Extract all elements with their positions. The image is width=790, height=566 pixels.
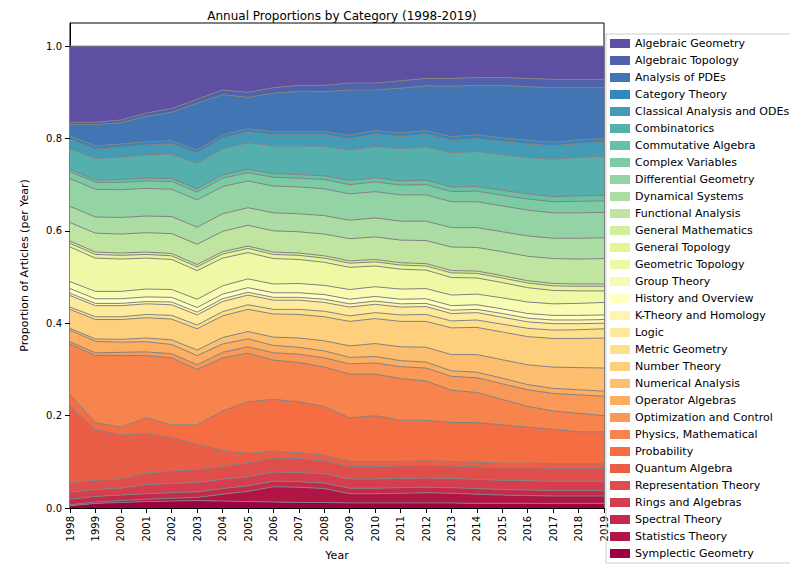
svg-text:Geometric Topology: Geometric Topology (635, 258, 745, 271)
svg-text:2006: 2006 (268, 516, 279, 541)
svg-text:Algebraic Geometry: Algebraic Geometry (635, 37, 746, 50)
svg-text:General Mathematics: General Mathematics (635, 224, 753, 237)
svg-text:2017: 2017 (548, 516, 559, 541)
svg-text:Spectral Theory: Spectral Theory (635, 513, 723, 526)
svg-text:Number Theory: Number Theory (635, 360, 721, 373)
svg-text:Analysis of PDEs: Analysis of PDEs (635, 71, 726, 84)
svg-text:Symplectic Geometry: Symplectic Geometry (635, 547, 754, 560)
svg-text:Differential Geometry: Differential Geometry (635, 173, 755, 186)
svg-text:0.4: 0.4 (46, 318, 62, 329)
svg-text:0.6: 0.6 (46, 225, 62, 236)
svg-text:Year: Year (324, 549, 349, 562)
svg-text:0.0: 0.0 (46, 503, 62, 514)
svg-text:Probability: Probability (635, 445, 694, 458)
svg-text:2018: 2018 (573, 516, 584, 541)
svg-text:2007: 2007 (293, 516, 304, 541)
svg-text:Functional Analysis: Functional Analysis (635, 207, 741, 220)
svg-text:2011: 2011 (395, 516, 406, 541)
svg-text:Statistics Theory: Statistics Theory (635, 530, 727, 543)
svg-text:Numerical Analysis: Numerical Analysis (635, 377, 740, 390)
svg-text:Category Theory: Category Theory (635, 88, 727, 101)
svg-text:Dynamical Systems: Dynamical Systems (635, 190, 744, 203)
svg-text:0.8: 0.8 (46, 133, 62, 144)
svg-text:2000: 2000 (115, 516, 126, 541)
svg-text:2002: 2002 (166, 516, 177, 541)
svg-text:History and Overview: History and Overview (635, 292, 754, 305)
svg-text:Metric Geometry: Metric Geometry (635, 343, 728, 356)
svg-text:2019: 2019 (598, 516, 610, 542)
svg-text:Commutative Algebra: Commutative Algebra (635, 139, 756, 152)
svg-text:2004: 2004 (217, 516, 228, 541)
svg-text:K-Theory and Homology: K-Theory and Homology (635, 309, 766, 322)
svg-text:2015: 2015 (497, 516, 508, 541)
svg-text:Operator Algebras: Operator Algebras (635, 394, 736, 407)
svg-text:General Topology: General Topology (635, 241, 731, 254)
svg-text:Combinatorics: Combinatorics (635, 122, 715, 135)
svg-text:Group Theory: Group Theory (635, 275, 711, 288)
svg-text:Physics, Mathematical: Physics, Mathematical (635, 428, 758, 441)
svg-text:Representation Theory: Representation Theory (635, 479, 761, 492)
svg-text:2014: 2014 (471, 516, 482, 541)
svg-text:1.0: 1.0 (46, 41, 62, 52)
svg-text:2001: 2001 (141, 516, 152, 541)
svg-text:2008: 2008 (319, 516, 330, 541)
svg-text:1998: 1998 (65, 516, 76, 541)
svg-text:Logic: Logic (635, 326, 664, 339)
svg-text:2012: 2012 (421, 516, 432, 541)
svg-text:Quantum Algebra: Quantum Algebra (635, 462, 732, 475)
svg-text:Classical Analysis and ODEs: Classical Analysis and ODEs (635, 105, 789, 118)
svg-text:Complex Variables: Complex Variables (635, 156, 737, 169)
svg-text:2005: 2005 (243, 516, 254, 541)
svg-text:Rings and Algebras: Rings and Algebras (635, 496, 742, 509)
svg-text:0.2: 0.2 (46, 410, 62, 421)
svg-text:Proportion of Articles (per Ye: Proportion of Articles (per Year) (18, 179, 31, 352)
svg-text:Optimization and Control: Optimization and Control (635, 411, 773, 424)
svg-text:Algebraic Topology: Algebraic Topology (635, 54, 739, 67)
svg-text:Annual Proportions by Category: Annual Proportions by Category (1998-201… (207, 9, 476, 23)
svg-text:2003: 2003 (192, 516, 203, 541)
svg-text:2013: 2013 (446, 516, 457, 541)
svg-text:1999: 1999 (90, 516, 101, 541)
svg-text:2016: 2016 (522, 516, 533, 541)
svg-text:2009: 2009 (344, 516, 355, 541)
svg-text:2010: 2010 (370, 516, 381, 541)
